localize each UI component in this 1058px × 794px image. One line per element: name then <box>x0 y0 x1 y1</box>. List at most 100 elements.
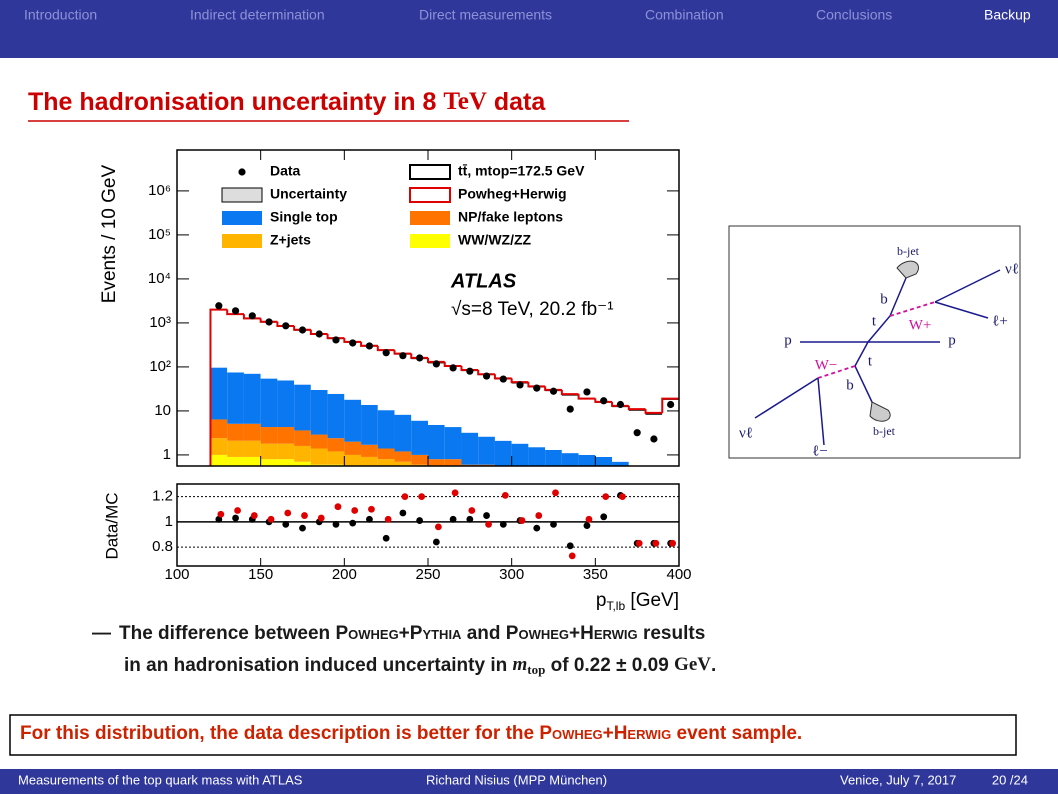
stack-bar <box>495 468 512 478</box>
y-tick-label: 10² <box>149 358 171 375</box>
stack-bar <box>243 373 261 424</box>
data-point <box>566 405 574 413</box>
ratio-point <box>432 538 440 546</box>
chart: 1 10 10² 10³ 10⁴ 10⁵ 10⁶ Events / 10 GeV ATLAS √s… <box>99 149 692 613</box>
bullet-marker: — <box>92 623 111 644</box>
ratio-point <box>451 489 459 497</box>
stack-bar <box>428 362 445 425</box>
x-label-sub: T,lb <box>606 599 625 613</box>
data-point <box>432 360 440 368</box>
stack-bar <box>662 471 679 499</box>
ratio-point <box>299 524 306 532</box>
diagram-label: W+ <box>909 317 932 333</box>
title-text: The hadronisation uncertainty in 8 <box>28 88 443 116</box>
data-point <box>231 307 240 315</box>
legend-swatch <box>222 211 262 225</box>
nav-bar <box>0 0 1058 58</box>
stack-bar <box>277 380 295 428</box>
ratio-point <box>334 503 342 511</box>
legend-swatch <box>238 168 246 176</box>
nav-item: Conclusions <box>816 7 892 23</box>
diagram-label: b-jet <box>873 424 896 438</box>
step-line <box>226 309 244 316</box>
ratio-point <box>416 517 424 524</box>
data-point <box>215 302 223 310</box>
b-line <box>889 277 907 317</box>
y-tick-label: 0.8 <box>152 538 173 555</box>
ratio-point <box>485 520 492 528</box>
diagram-label: W− <box>815 357 838 373</box>
text-span: m <box>512 654 527 675</box>
stack-bar <box>210 438 228 455</box>
footer-item: 20 /24 <box>992 772 1028 787</box>
energy-label: √s=8 TeV, 20.2 fb⁻¹ <box>451 299 614 320</box>
stack-bar <box>394 353 412 415</box>
stack-bar <box>528 386 546 448</box>
stack-bar <box>377 410 395 449</box>
stack-bar <box>210 367 228 420</box>
stack-bar <box>461 432 479 465</box>
stack-bar <box>478 374 495 437</box>
ratio-axis-label: Data/MC <box>102 492 121 559</box>
stack-bar <box>310 448 328 465</box>
y-tick-label: 1 <box>165 513 173 530</box>
ratio-point <box>568 552 576 560</box>
ratio-point <box>232 514 239 522</box>
y-tick-label: 10⁴ <box>148 270 171 287</box>
data-point <box>248 312 256 320</box>
step-line <box>627 405 646 411</box>
text-span: in an hadronisation induced uncertainty … <box>124 655 512 676</box>
ratio-point <box>267 515 275 523</box>
stack-bar <box>494 440 512 466</box>
nav-item: Backup <box>984 7 1031 23</box>
legend-swatch <box>221 187 263 203</box>
stack-bar <box>277 459 295 466</box>
ratio-point <box>332 520 340 528</box>
bullet-line: The difference between Powheg+Pythia and… <box>119 623 705 644</box>
stack-bar <box>612 461 629 466</box>
text-span: Powheg+Herwig <box>539 723 671 744</box>
data-point <box>533 384 541 392</box>
lepton-line <box>817 377 825 446</box>
nav-item: Combination <box>645 7 724 23</box>
ratio-point <box>501 491 509 499</box>
data-point <box>265 318 273 326</box>
stack-bar <box>511 443 529 466</box>
stack-bar <box>344 399 362 442</box>
jet-cone <box>869 401 891 422</box>
stack-bar <box>428 471 445 478</box>
stack-bar <box>260 427 278 444</box>
step-line <box>376 345 395 352</box>
ratio-point <box>366 515 373 523</box>
diagram-label: ℓ+ <box>992 313 1008 329</box>
stack-bar <box>243 440 261 457</box>
text-span: GeV <box>674 654 711 675</box>
stack-bar <box>461 370 479 433</box>
step-line <box>242 314 261 320</box>
ratio-point <box>217 510 225 518</box>
ratio-point <box>483 512 490 519</box>
data-point <box>466 367 474 375</box>
x-tick-label: 100 <box>164 566 189 583</box>
stack-bar <box>629 471 646 499</box>
legend-label: WW/WZ/ZZ <box>458 232 532 248</box>
ratio-point <box>466 515 474 523</box>
ratio-point <box>384 515 392 523</box>
ratio-point <box>552 489 559 497</box>
stack-bar <box>411 358 428 421</box>
text-span: top <box>527 662 545 677</box>
stack-bar <box>646 471 663 499</box>
y-axis-label: Events / 10 GeV <box>99 164 120 303</box>
legend-swatch <box>410 211 450 225</box>
legend-swatch <box>409 164 451 180</box>
x-tick-label: 150 <box>248 566 273 583</box>
y-tick-label: 10⁶ <box>148 182 171 199</box>
stack-bar <box>361 456 378 466</box>
stack-bar <box>579 471 596 499</box>
stack-bar <box>327 393 345 439</box>
ratio-point <box>349 519 357 527</box>
title-end: data <box>487 88 546 116</box>
ratio-point <box>399 509 407 517</box>
